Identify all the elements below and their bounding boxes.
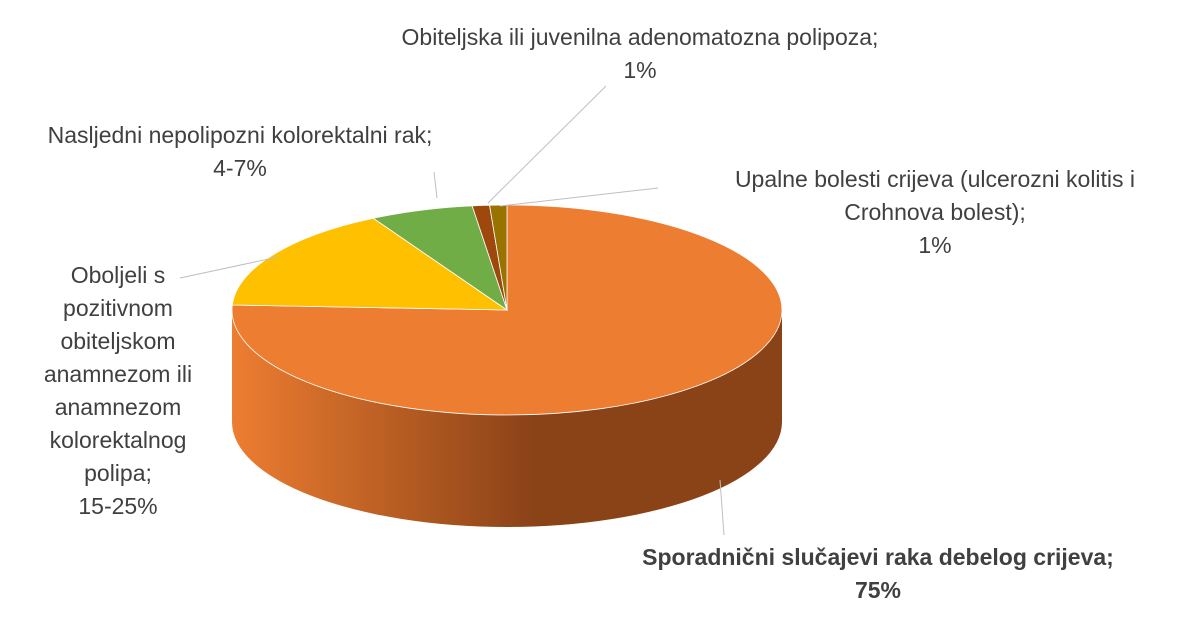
data-label-nasljedni-nepolipozni-kolorektalni-rak: Nasljedni nepolipozni kolorektalni rak; 4… xyxy=(48,122,433,181)
data-label-obiteljska-ili-juvenilna-adenomatozna-po: Obiteljska ili juvenilna adenomatozna po… xyxy=(402,24,879,83)
data-label-line: 4-7% xyxy=(213,155,267,181)
leader-line-upalne-bolesti-crijeva-ulcerozni-kolitis xyxy=(499,187,659,207)
data-label-line: Upalne bolesti crijeva (ulcerozni koliti… xyxy=(735,166,1135,192)
data-label-line: kolorektalnog xyxy=(50,427,187,453)
data-label-line: anamnezom xyxy=(55,394,182,420)
data-label-sporadnicni-slucajevi-raka-debelog-crije: Sporadnični slučajevi raka debelog crije… xyxy=(642,544,1114,603)
leader-line-layer xyxy=(179,85,725,536)
data-label-line: Crohnova bolest); xyxy=(844,199,1026,225)
data-label-line: anamnezom ili xyxy=(44,361,192,387)
data-label-line: polipa; xyxy=(84,460,152,486)
data-label-line: 15-25% xyxy=(78,493,157,519)
pie-side-sporadnicni-slucajevi-raka-debelog-crije xyxy=(232,310,782,527)
data-label-upalne-bolesti-crijeva-ulcerozni-kolitis: Upalne bolesti crijeva (ulcerozni koliti… xyxy=(735,166,1135,258)
pie-slice-sporadnicni-slucajevi-raka-debelog-crije[interactable] xyxy=(231,204,783,416)
pie-slice-oboljeli-s[interactable] xyxy=(231,217,509,311)
data-label-layer: Sporadnični slučajevi raka debelog crije… xyxy=(44,24,1135,603)
data-label-line: Obiteljska ili juvenilna adenomatozna po… xyxy=(402,24,879,50)
data-label-line: 75% xyxy=(855,577,901,603)
data-label-line: Oboljeli s xyxy=(71,262,166,288)
data-label-line: pozitivnom xyxy=(63,295,173,321)
leader-line-sporadnicni-slucajevi-raka-debelog-crije xyxy=(719,479,725,536)
leader-line-nasljedni-nepolipozni-kolorektalni-rak xyxy=(433,171,438,199)
pie-side-layer xyxy=(232,310,782,527)
data-label-line: obiteljskom xyxy=(60,328,175,354)
pie-top-layer xyxy=(231,204,783,416)
data-label-line: 1% xyxy=(623,57,656,83)
leader-line-obiteljska-ili-juvenilna-adenomatozna-po xyxy=(487,85,607,204)
data-label-line: Nasljedni nepolipozni kolorektalni rak; xyxy=(48,122,433,148)
data-label-oboljeli-s: Oboljeli s pozitivnom obiteljskom anamnezom… xyxy=(44,262,192,519)
data-label-line: 1% xyxy=(918,232,951,258)
data-label-line: Sporadnični slučajevi raka debelog crije… xyxy=(642,544,1114,570)
leader-line-oboljeli-s xyxy=(179,256,279,279)
